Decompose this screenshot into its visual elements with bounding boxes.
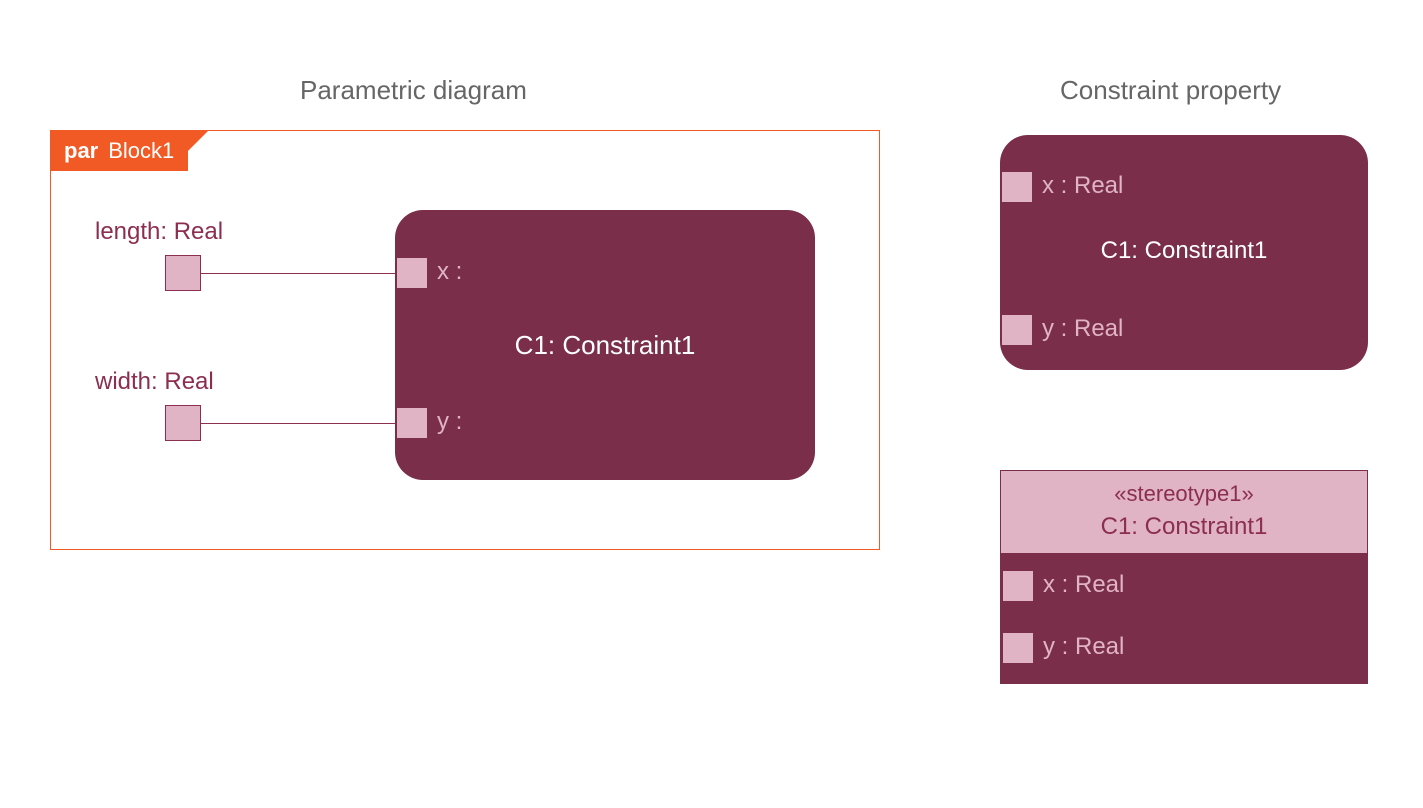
constraint-property-block: C1: Constraint1 x : Real y : Real bbox=[1000, 135, 1368, 370]
diagram-canvas: Parametric diagram Constraint property p… bbox=[0, 0, 1423, 808]
cprop-port-y bbox=[1002, 315, 1032, 345]
title-parametric: Parametric diagram bbox=[300, 75, 527, 106]
stereo-port-x bbox=[1003, 571, 1033, 601]
stereo-port-y bbox=[1003, 633, 1033, 663]
stereotype-header: «stereotype1» C1: Constraint1 bbox=[1001, 471, 1367, 553]
cprop-port-y-label: y : Real bbox=[1042, 315, 1123, 343]
constraint-port-x bbox=[397, 258, 427, 288]
constraint-block: C1: Constraint1 x : y : bbox=[395, 210, 815, 480]
cprop-port-x-label: x : Real bbox=[1042, 172, 1123, 200]
param-length-label: length: Real bbox=[95, 218, 223, 246]
constraint-port-x-label: x : bbox=[437, 258, 462, 286]
param-width-port bbox=[165, 405, 201, 441]
constraint-port-y-label: y : bbox=[437, 408, 462, 436]
constraint-property-title: C1: Constraint1 bbox=[1000, 237, 1368, 265]
frame-keyword: par bbox=[64, 138, 98, 164]
stereo-port-x-label: x : Real bbox=[1043, 571, 1124, 599]
param-width-label: width: Real bbox=[95, 368, 214, 396]
param-length-port bbox=[165, 255, 201, 291]
stereo-port-y-label: y : Real bbox=[1043, 633, 1124, 661]
title-constraint-property: Constraint property bbox=[1060, 75, 1281, 106]
stereotype-block: «stereotype1» C1: Constraint1 x : Real y… bbox=[1000, 470, 1368, 684]
frame-tab: par Block1 bbox=[50, 131, 188, 171]
constraint-port-y bbox=[397, 408, 427, 438]
cprop-port-x bbox=[1002, 172, 1032, 202]
stereotype-body: x : Real y : Real bbox=[1001, 553, 1367, 683]
connector-length bbox=[201, 273, 395, 274]
stereotype-name: C1: Constraint1 bbox=[1001, 513, 1367, 541]
frame-name: Block1 bbox=[108, 138, 174, 164]
connector-width bbox=[201, 423, 395, 424]
constraint-block-title: C1: Constraint1 bbox=[395, 330, 815, 361]
stereotype-text: «stereotype1» bbox=[1001, 481, 1367, 507]
